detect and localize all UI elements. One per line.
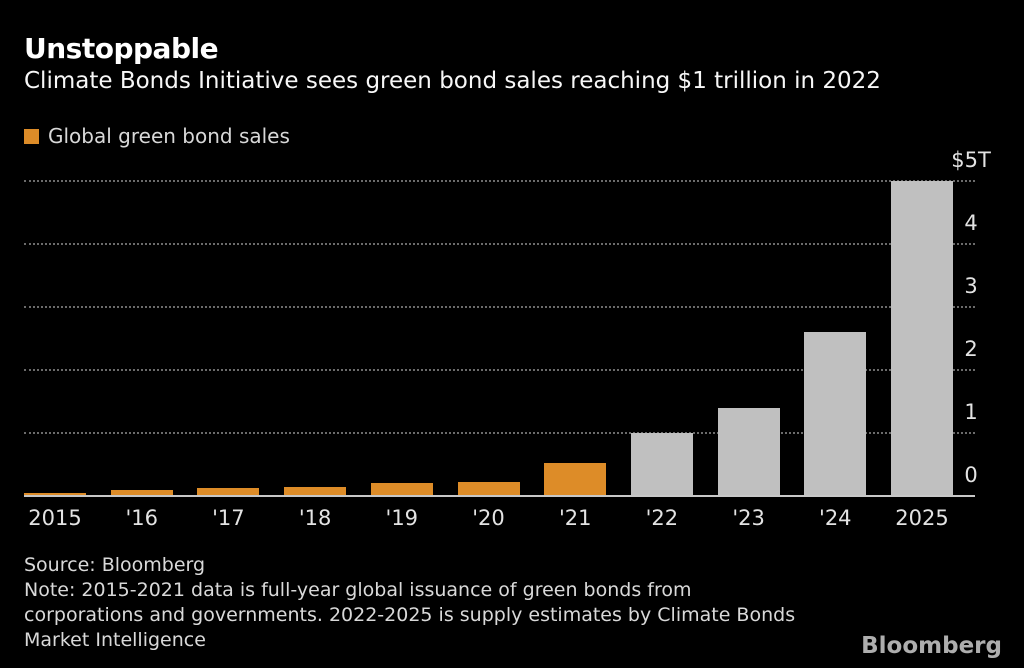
x-axis-label-24: '24	[819, 506, 852, 530]
chart-footer: Source: Bloomberg Note: 2015-2021 data i…	[24, 553, 795, 653]
bar-17	[197, 488, 260, 496]
x-axis-label-20: '20	[472, 506, 505, 530]
note-text-line-1: Note: 2015-2021 data is full-year global…	[24, 579, 692, 601]
chart-plot: 0 1 2 3 4 $5T	[24, 149, 991, 497]
x-axis-label-2015: 2015	[28, 506, 82, 530]
x-axis-baseline	[24, 495, 975, 497]
bar-19	[370, 483, 433, 496]
y-axis-label-3: 3	[964, 274, 978, 298]
chart-subtitle: Climate Bonds Initiative sees green bond…	[24, 68, 881, 94]
y-axis-label-4: 4	[964, 211, 978, 235]
bar-22	[630, 433, 693, 496]
x-axis-label-23: '23	[732, 506, 765, 530]
gridline-1t	[24, 432, 975, 434]
note-text-line-3: Market Intelligence	[24, 629, 206, 651]
y-axis-label-0: 0	[964, 463, 978, 487]
x-axis-label-22: '22	[645, 506, 679, 530]
gridline-2t	[24, 369, 975, 371]
bar-2015	[24, 493, 86, 496]
bar-23	[717, 408, 780, 496]
chart-legend: Global green bond sales	[24, 124, 290, 148]
x-axis-label-16: '16	[125, 506, 158, 530]
gridline-5t	[24, 180, 975, 182]
note-text-line-2: corporations and governments. 2022-2025 …	[24, 604, 796, 626]
x-axis-label-19: '19	[385, 506, 419, 530]
y-axis-label-5: $5T	[951, 148, 991, 172]
bar-24	[804, 332, 867, 496]
x-axis-label-21: '21	[558, 506, 592, 530]
legend-label: Global green bond sales	[48, 124, 290, 148]
bar-2025	[891, 181, 953, 496]
bar-18	[284, 487, 347, 496]
x-axis-label-17: '17	[212, 506, 245, 530]
bar-16	[110, 490, 173, 496]
bar-21	[544, 463, 607, 496]
x-axis-label-18: '18	[298, 506, 332, 530]
gridline-4t	[24, 243, 975, 245]
x-axis-labels: 2015 '16 '17 '18 '19 '20 '21 '22 '23 '24 2025	[24, 506, 975, 536]
x-axis-label-2025: 2025	[895, 506, 949, 530]
source-text: Source: Bloomberg	[24, 554, 206, 576]
y-axis-label-1: 1	[964, 400, 978, 424]
bloomberg-logo: Bloomberg	[861, 633, 1002, 659]
y-axis-label-2: 2	[964, 337, 978, 361]
gridline-3t	[24, 306, 975, 308]
bar-20	[457, 482, 520, 496]
chart-title: Unstoppable	[24, 32, 219, 65]
legend-swatch-icon	[24, 128, 39, 144]
